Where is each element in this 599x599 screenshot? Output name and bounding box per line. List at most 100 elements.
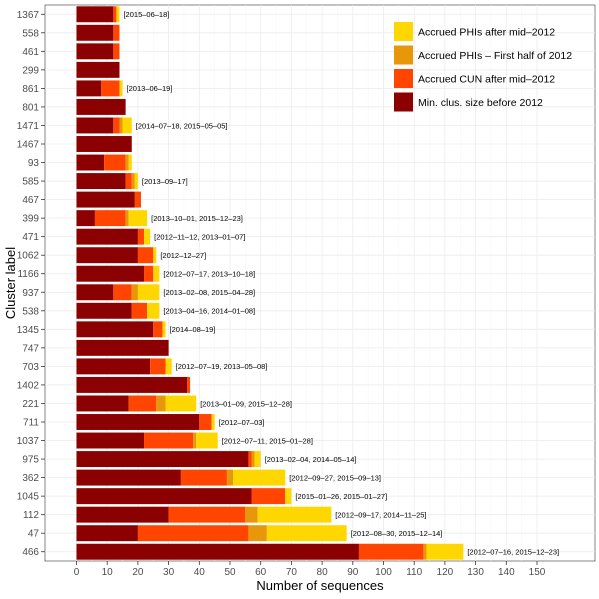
x-axis-title: Number of sequences (256, 578, 384, 593)
bar-segment (76, 136, 132, 152)
date-annotation: [2013–01–09, 2015–12–28] (200, 399, 292, 408)
x-tick-label: 0 (74, 567, 80, 578)
y-tick-label: 471 (22, 232, 39, 243)
y-tick-label: 861 (22, 84, 39, 95)
bar-segment (423, 543, 427, 560)
legend-label: Min. clus. size before 2012 (418, 97, 543, 109)
bar-segment (76, 98, 126, 115)
x-tick-label: 70 (286, 567, 298, 578)
gridlines (45, 5, 595, 561)
x-tick-label: 60 (255, 567, 267, 578)
y-tick-label: 703 (22, 362, 39, 373)
y-tick-label: 1037 (17, 436, 40, 447)
bar-segment (134, 191, 141, 208)
legend-label: Accrued PHIs after mid–2012 (418, 27, 555, 39)
y-tick-label: 466 (22, 547, 39, 558)
bar-segment (137, 228, 145, 245)
x-tick-label: 20 (132, 567, 144, 578)
bar-segment (162, 321, 166, 338)
bar-segment (254, 451, 261, 468)
bar-segment (104, 154, 126, 171)
bar-segment (226, 469, 234, 486)
bar-segment (147, 302, 160, 319)
bar-segment (76, 432, 145, 449)
date-annotation: [2012–07–17, 2013–10–18] (163, 270, 255, 279)
date-annotation: [2012–07–16, 2015–12–23] (467, 548, 559, 557)
bar-segment (137, 247, 154, 264)
bar-segment (76, 24, 114, 41)
bar-segment (285, 488, 292, 505)
y-tick-label: 1467 (17, 140, 40, 151)
x-tick-label: 150 (529, 567, 546, 578)
bar-segment (76, 321, 154, 338)
bar-segment (76, 6, 114, 23)
bar-segment (233, 469, 286, 486)
bar-segment (128, 210, 148, 227)
y-tick-label: 937 (22, 288, 39, 299)
date-annotation: [2015–06–18] (123, 10, 169, 19)
x-tick-label: 10 (102, 567, 114, 578)
bar-segment (131, 284, 138, 301)
bar-segment (76, 247, 138, 264)
bar-segment (119, 80, 123, 97)
bar-segment (137, 284, 160, 301)
bar-segment (113, 24, 120, 41)
bar-segment (76, 488, 252, 505)
date-annotation: [2012–12–27] (160, 251, 206, 260)
bar-segment (76, 43, 114, 60)
bar-segment (187, 376, 191, 393)
bar-segment (116, 6, 120, 23)
bar-segment (76, 61, 120, 78)
bar-segment (76, 358, 151, 375)
bar-segment (144, 228, 151, 245)
bar-segment (248, 451, 252, 468)
bar-segment (76, 228, 138, 245)
y-tick-label: 362 (22, 473, 39, 484)
bar-segment (113, 6, 117, 23)
bar-segment (180, 469, 227, 486)
bar-segment (76, 117, 114, 134)
x-tick-label: 140 (498, 567, 515, 578)
bar-segment (153, 265, 160, 282)
date-annotation: [2013–09–17] (142, 177, 188, 186)
x-tick-label: 30 (163, 567, 175, 578)
bar-segment (248, 525, 267, 542)
bar-segment (122, 117, 132, 134)
bar-segment (128, 154, 132, 171)
bar-segment (150, 358, 166, 375)
x-tick-label: 90 (347, 567, 359, 578)
bar-segment (113, 117, 120, 134)
y-tick-label: 47 (28, 529, 40, 540)
y-tick-label: 1367 (17, 10, 40, 21)
y-tick-label: 1166 (17, 269, 39, 280)
bar-segment (134, 173, 138, 190)
date-annotations: [2015–06–18] [2013–06–19] [2014–07–18, 201… (123, 10, 559, 556)
y-tick-label: 299 (22, 65, 39, 76)
y-tick-label: 399 (22, 214, 39, 225)
bar-segment (144, 432, 194, 449)
date-annotation: [2013–02–08, 2015–04–28] (163, 288, 255, 297)
date-annotation: [2012–07–03] (219, 418, 265, 427)
bar-segment (76, 80, 102, 97)
bar-segment (76, 210, 95, 227)
bar-segment (94, 210, 126, 227)
bar-segment (76, 339, 169, 356)
bar-segment (257, 506, 332, 523)
bar-segment (76, 154, 105, 171)
x-axis: 0 10 20 30 40 50 60 70 80 90 100 110 120 130 140 150 (74, 561, 546, 578)
y-axis-title: Cluster label (3, 247, 18, 319)
y-tick-label: 585 (22, 177, 39, 188)
bar-segment (113, 284, 132, 301)
bar-segment (165, 395, 197, 412)
bar-segment (426, 543, 464, 560)
date-annotation: [2013–10–01, 2015–12–23] (151, 214, 243, 223)
bar-segment (76, 543, 359, 560)
y-tick-label: 221 (22, 399, 39, 410)
bar-segment (251, 451, 255, 468)
bar-segment (76, 525, 138, 542)
bar-segment (199, 414, 212, 430)
bar-segment (76, 173, 126, 190)
bar-segment (76, 284, 114, 301)
bar-segment (76, 506, 169, 523)
bar-segment (196, 432, 218, 449)
